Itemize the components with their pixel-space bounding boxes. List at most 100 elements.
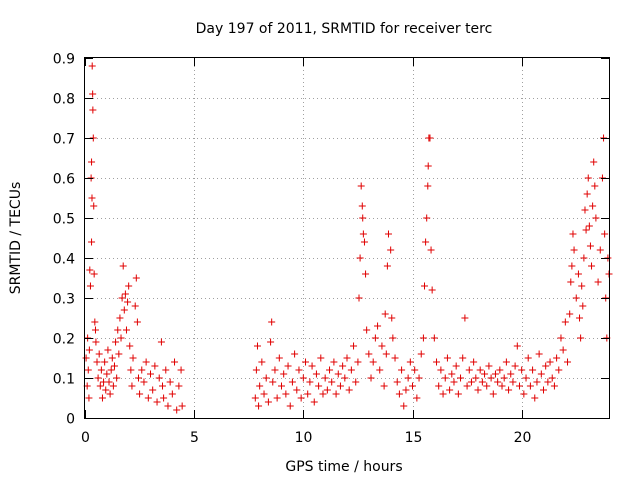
chart-title: Day 197 of 2011, SRMTID for receiver ter…: [196, 21, 493, 37]
data-point: [101, 358, 109, 366]
data-point: [357, 182, 365, 190]
data-point: [365, 350, 373, 358]
data-point: [474, 386, 482, 394]
data-point: [321, 374, 329, 382]
data-point: [454, 390, 462, 398]
data-point: [402, 386, 410, 394]
data-point: [540, 386, 547, 394]
data-point: [433, 358, 441, 366]
data-point: [550, 382, 558, 390]
data-point: [494, 378, 502, 386]
x-tick-label: 10: [295, 430, 313, 446]
data-point: [85, 346, 93, 354]
data-point: [164, 402, 172, 410]
data-point: [129, 354, 137, 362]
data-point: [91, 318, 99, 326]
data-point: [273, 394, 281, 402]
data-point: [400, 402, 408, 410]
data-point: [467, 378, 475, 386]
data-point: [378, 342, 386, 350]
data-point: [134, 374, 142, 382]
data-point: [90, 202, 98, 210]
data-point: [131, 302, 139, 310]
data-point: [267, 338, 275, 346]
data-point: [461, 314, 469, 322]
data-point: [128, 382, 136, 390]
data-point: [398, 366, 406, 374]
data-point: [308, 362, 316, 370]
data-point: [299, 374, 307, 382]
data-point: [177, 366, 185, 374]
data-point: [144, 394, 152, 402]
data-point: [591, 182, 599, 190]
data-point: [98, 394, 106, 402]
data-point: [376, 366, 384, 374]
data-point: [428, 286, 436, 294]
data-point: [88, 238, 96, 246]
data-point: [96, 382, 104, 390]
data-point: [383, 262, 391, 270]
data-point: [251, 394, 259, 402]
data-point: [85, 394, 93, 402]
data-point: [446, 386, 454, 394]
data-point: [280, 370, 288, 378]
data-point: [306, 378, 314, 386]
data-point: [419, 334, 427, 342]
data-point: [84, 366, 92, 374]
data-point: [570, 246, 578, 254]
data-point: [159, 382, 167, 390]
data-point: [268, 318, 276, 326]
data-point: [109, 382, 117, 390]
data-point: [424, 182, 432, 190]
data-point: [271, 366, 279, 374]
data-point: [413, 394, 421, 402]
data-point: [157, 338, 165, 346]
x-tick-labels: 0 5 10 15 20: [81, 430, 531, 446]
data-point: [317, 354, 325, 362]
y-tick-label: 0: [66, 412, 75, 428]
x-tick-label: 5: [190, 430, 199, 446]
data-point: [126, 342, 134, 350]
data-point: [395, 390, 403, 398]
data-point: [561, 318, 569, 326]
data-point: [358, 202, 366, 210]
data-point: [574, 270, 582, 278]
data-point: [88, 158, 96, 166]
data-point: [119, 262, 127, 270]
data-point: [572, 294, 580, 302]
data-point: [421, 282, 429, 290]
data-point: [310, 398, 318, 406]
data-point: [441, 374, 449, 382]
data-point: [262, 374, 270, 382]
data-point: [108, 354, 116, 362]
data-point: [153, 398, 161, 406]
data-point: [178, 402, 186, 410]
data-point: [601, 230, 609, 238]
data-point: [518, 366, 526, 374]
data-point: [459, 354, 467, 362]
data-point: [288, 378, 296, 386]
data-point: [92, 338, 100, 346]
data-point: [529, 366, 537, 374]
data-point: [160, 394, 168, 402]
y-tick-labels: 0 0.1 0.2 0.3 0.4 0.5 0.6 0.7 0.8 0.9: [53, 52, 75, 428]
data-point: [264, 398, 272, 406]
data-point: [507, 370, 515, 378]
y-tick-label: 0.5: [53, 212, 75, 228]
data-point: [576, 314, 584, 322]
data-point: [110, 362, 118, 370]
data-point: [404, 374, 412, 382]
data-point: [544, 378, 552, 386]
data-point: [256, 382, 264, 390]
data-point: [88, 62, 96, 70]
data-point: [489, 390, 497, 398]
x-axis-label: GPS time / hours: [285, 459, 402, 475]
data-point: [531, 394, 539, 402]
data-point: [590, 158, 598, 166]
data-point: [450, 378, 458, 386]
data-point: [557, 334, 565, 342]
data-point: [258, 358, 266, 366]
data-point: [166, 378, 174, 386]
data-point: [526, 382, 534, 390]
data-point: [505, 386, 513, 394]
